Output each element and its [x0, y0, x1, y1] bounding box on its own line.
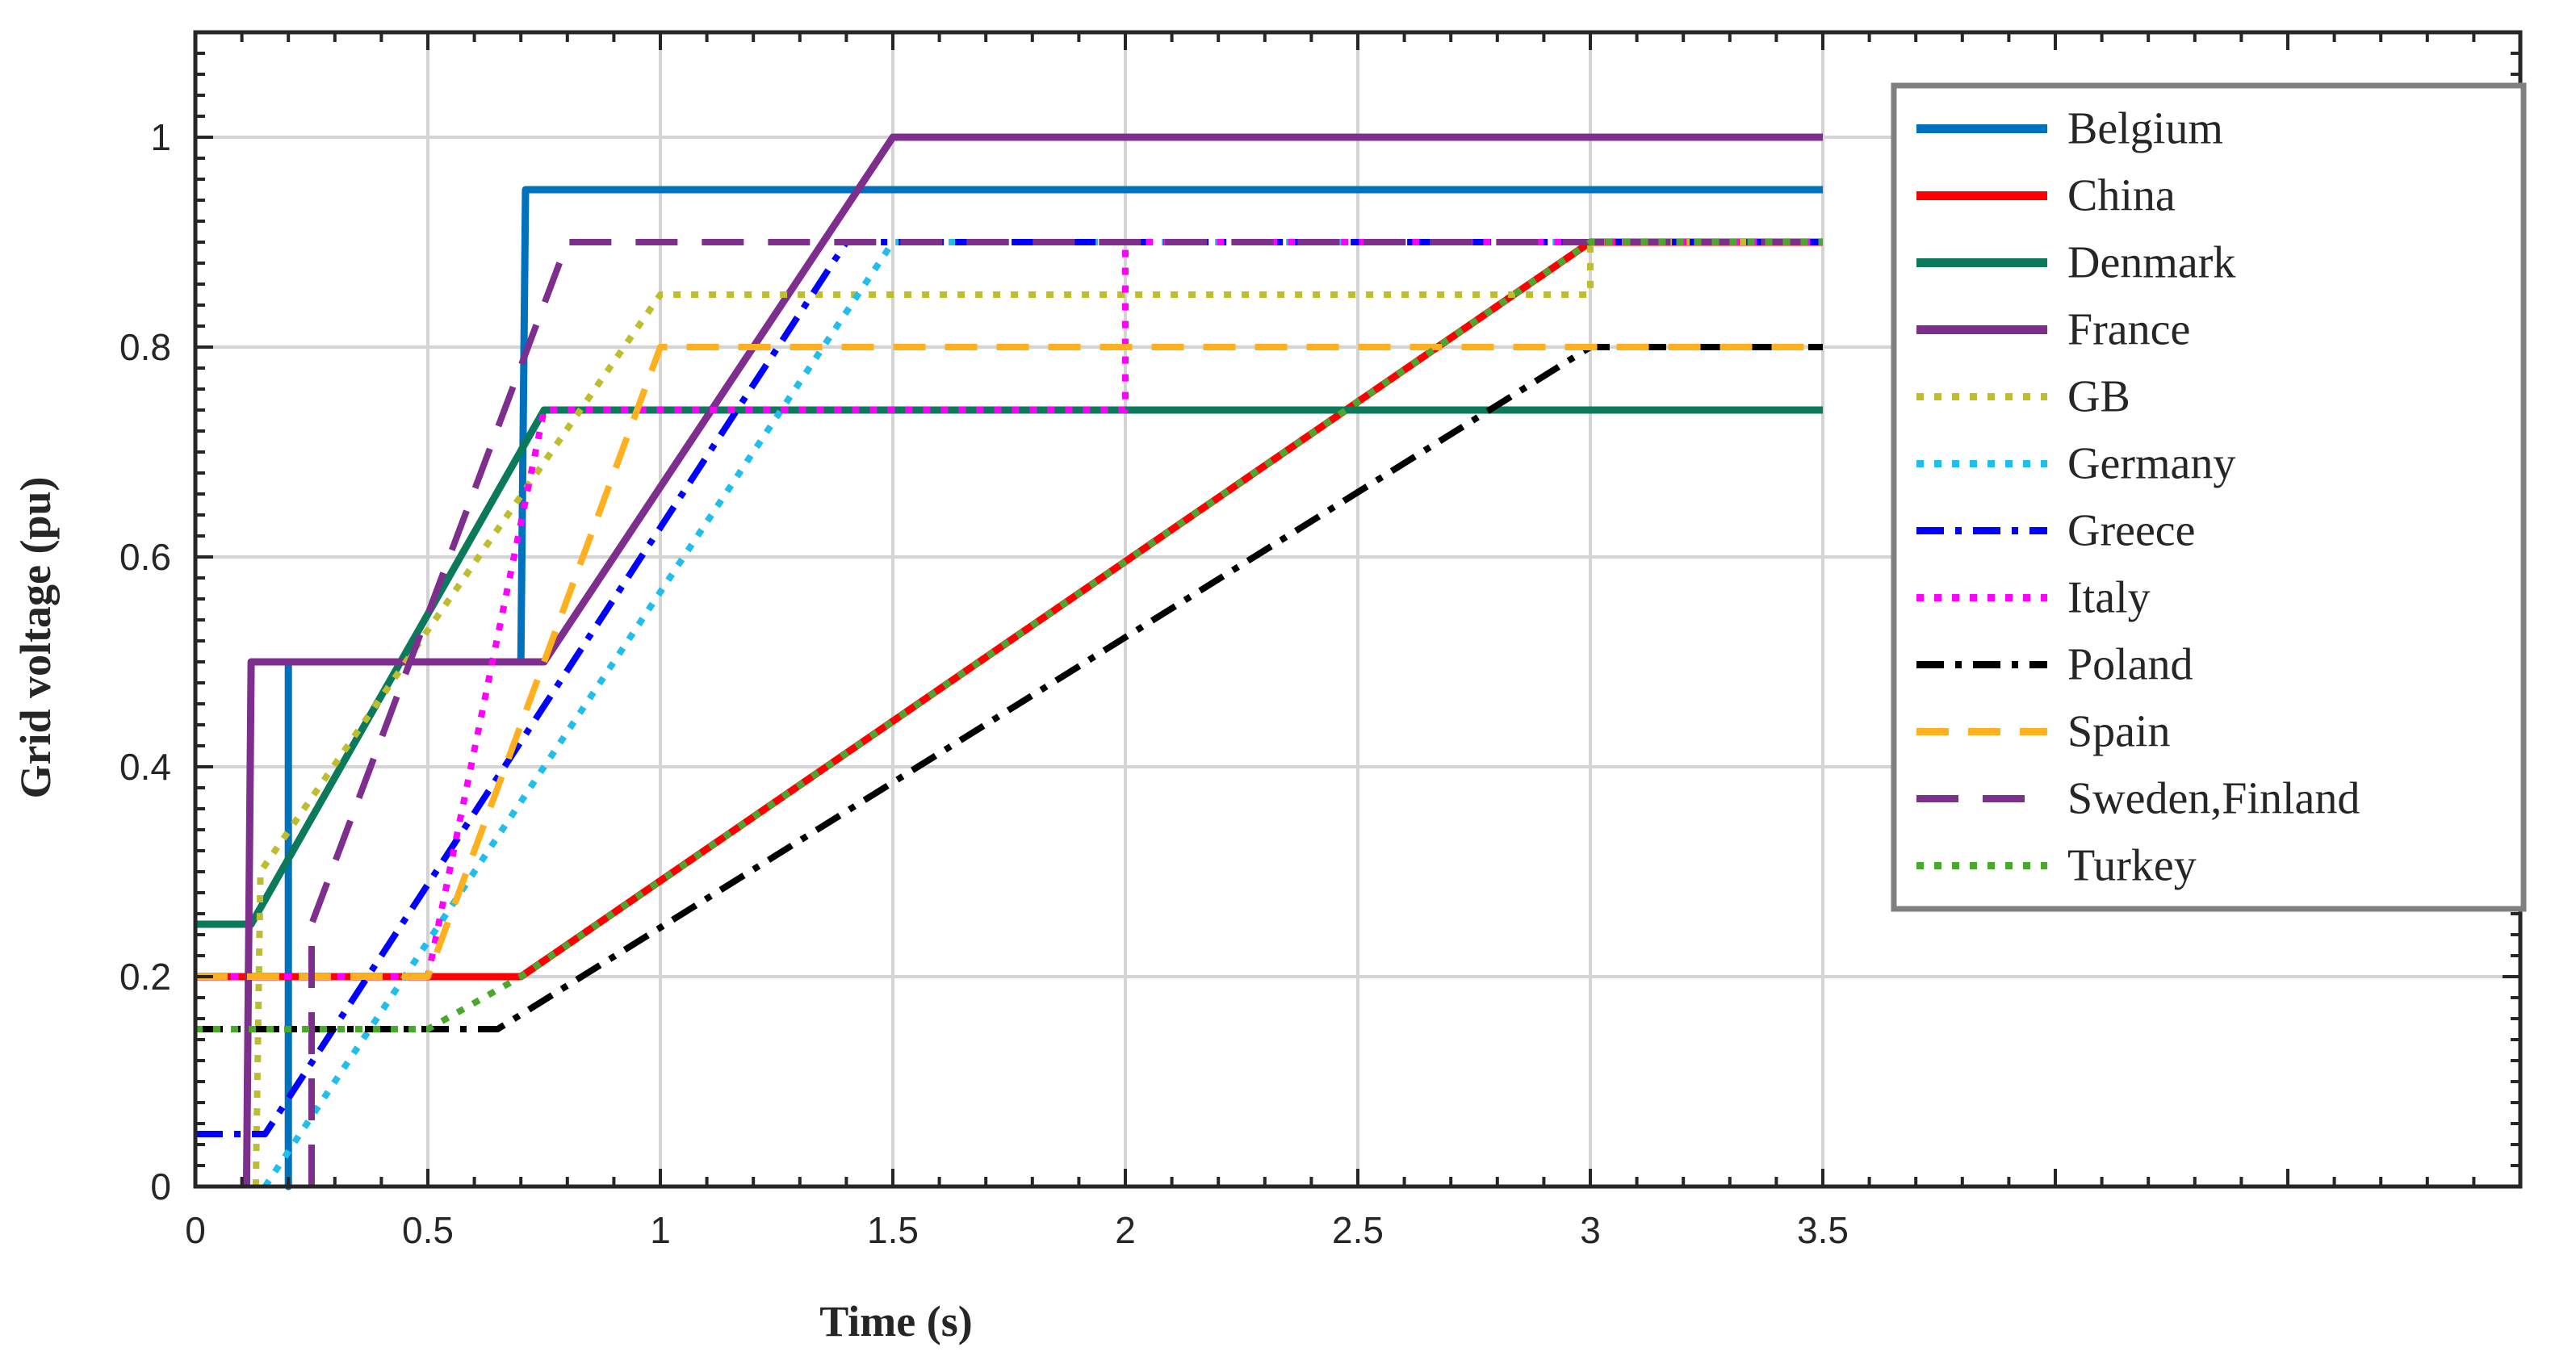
x-tick-label: 0: [185, 1209, 206, 1251]
series-line-sweden-finland: [308, 239, 1823, 1187]
legend-label: Belgium: [2067, 104, 2223, 154]
series-line-denmark: [195, 406, 1823, 928]
series-line-turkey: [195, 239, 1823, 1032]
x-tick-label: 1: [650, 1209, 671, 1251]
y-tick-label: 0.2: [119, 956, 171, 998]
x-tick-label: 3: [1580, 1209, 1601, 1251]
legend-label: GB: [2067, 372, 2130, 422]
legend-label: Spain: [2067, 707, 2171, 757]
legend-label: Sweden,Finland: [2067, 774, 2360, 824]
legend-label: Germany: [2067, 439, 2235, 489]
x-tick-label: 2: [1115, 1209, 1136, 1251]
legend-label: Turkey: [2067, 841, 2197, 891]
x-tick-label: 3.5: [1797, 1209, 1849, 1251]
y-tick-label: 1: [150, 116, 171, 158]
legend-label: Denmark: [2067, 238, 2235, 288]
x-tick-label: 2.5: [1332, 1209, 1384, 1251]
x-tick-label: 0.5: [402, 1209, 454, 1251]
series-line-poland: [195, 344, 1823, 1032]
legend: Belgium China Denmark France GB Germany Greece…: [1891, 82, 2527, 912]
x-axis-label: Time (s): [819, 1297, 972, 1346]
legend-label: Italy: [2067, 573, 2151, 623]
legend-label: Poland: [2067, 640, 2193, 690]
x-tick-label: 1.5: [867, 1209, 919, 1251]
legend-label: China: [2067, 171, 2176, 221]
y-tick-label: 0: [150, 1166, 171, 1208]
y-tick-label: 0.6: [119, 536, 171, 578]
series-lines: [195, 133, 1823, 1191]
legend-label: Greece: [2067, 506, 2196, 556]
axis-ticks: 0 0.5 1 1.5 2 2.5 3 3.5 0 0.2 0.4 0.6 0.8 1: [119, 31, 2522, 1251]
series-line-france: [242, 133, 1823, 1187]
legend-label: France: [2067, 305, 2190, 355]
y-tick-label: 0.4: [119, 746, 171, 788]
y-tick-label: 0.8: [119, 326, 171, 368]
y-axis-label: Grid voltage (pu): [11, 477, 60, 799]
legend-box: [1891, 82, 2527, 912]
series-line-germany: [262, 239, 1823, 1189]
